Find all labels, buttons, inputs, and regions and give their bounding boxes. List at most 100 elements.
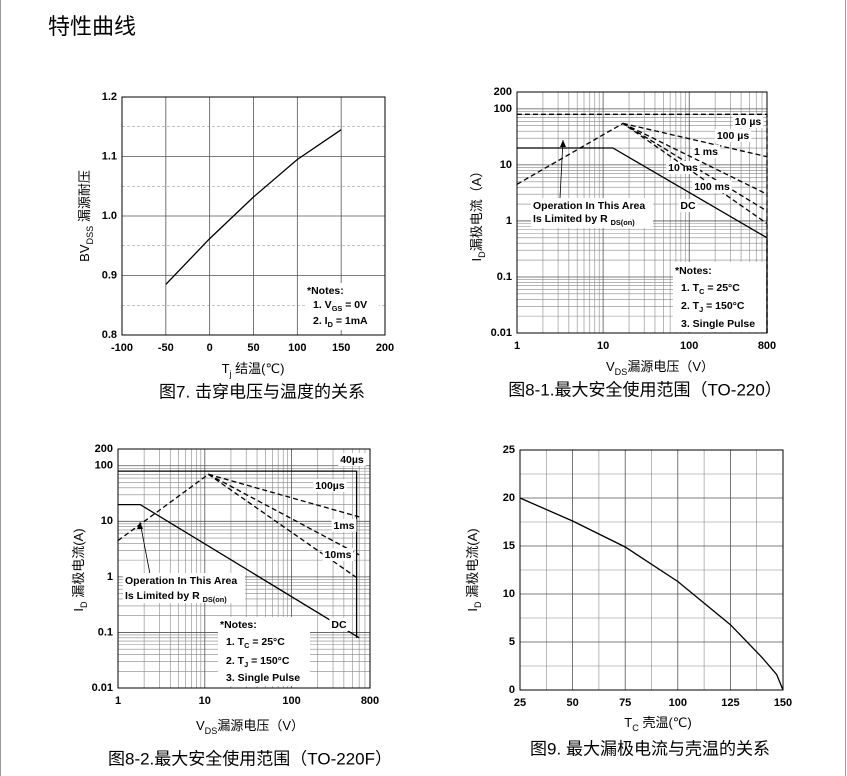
x-tick-label: -50 <box>158 342 174 354</box>
data-line <box>117 473 360 580</box>
notes-box <box>673 262 766 332</box>
text-part: = 25°C <box>704 282 740 294</box>
plot-frame <box>121 96 386 336</box>
data-line <box>165 129 342 285</box>
note-line: 2. TJ = 150°C <box>681 300 745 315</box>
data-line <box>519 497 784 691</box>
notes-box <box>218 617 310 686</box>
x-tick-label: 75 <box>619 697 631 709</box>
text-part: C <box>632 723 639 733</box>
data-line <box>208 473 360 556</box>
text-part: J <box>244 660 248 669</box>
text-part: 2. T <box>681 300 700 312</box>
y-tick-label: 1.0 <box>102 210 117 222</box>
plot-frame <box>117 448 371 689</box>
y-tick-label: 100 <box>95 460 113 472</box>
series-label: DC <box>680 200 696 212</box>
y-tick-label: 0.01 <box>491 327 512 339</box>
text-part: T <box>624 715 632 730</box>
x-tick-label: 50 <box>247 342 259 354</box>
text-part: J <box>699 305 703 314</box>
text-part: 漏源耐压 <box>77 170 92 226</box>
text-part: 1. V <box>313 299 332 311</box>
text-part: C <box>244 641 250 650</box>
text-part: 结温(℃) <box>232 361 285 376</box>
x-tick-label: 100 <box>669 697 687 709</box>
note-line: 1. VGS = 0V <box>313 299 367 314</box>
text-part: 2. I <box>313 315 328 327</box>
annotation-bg <box>531 198 653 228</box>
text-part: = 1mA <box>333 315 368 327</box>
y-tick-label: 0.1 <box>497 271 512 283</box>
text-part: = 150°C <box>703 300 745 312</box>
figure-caption: 图9. 最大漏极电流与壳温的关系 <box>530 739 770 758</box>
label-bg <box>732 115 764 128</box>
note-line: 3. Single Pulse <box>681 318 755 330</box>
y-tick-label: 1.1 <box>102 150 117 162</box>
y-tick-label: 0.01 <box>92 682 113 694</box>
text-part: GS <box>332 304 343 313</box>
text-part: 2. T <box>226 655 245 667</box>
label-bg <box>331 519 357 532</box>
data-line <box>517 147 768 333</box>
y-tick-label: 1.2 <box>102 91 117 103</box>
series-label: 100µs <box>315 480 345 492</box>
y-tick-label: 1 <box>107 571 113 583</box>
x-axis-label: VDS漏源电压（V） <box>606 359 714 377</box>
note-line: 3. Single Pulse <box>226 672 300 684</box>
y-tick-label: 0.8 <box>102 329 117 341</box>
label-bg <box>313 479 347 492</box>
annotation-bg <box>123 573 245 603</box>
x-tick-label: 100 <box>288 342 306 354</box>
text-part: DS <box>615 367 628 377</box>
y-axis-label: ID 漏极电流(A) <box>465 528 483 611</box>
label-bg <box>322 548 354 561</box>
y-axis-label: BVDSS 漏源耐压 <box>77 170 95 262</box>
label-bg <box>338 453 366 466</box>
x-tick-label: 150 <box>332 342 350 354</box>
annotation-arrow <box>139 521 151 575</box>
text-part: 漏极电流(A) <box>71 528 86 601</box>
text-part: 漏极电流（A） <box>469 165 484 252</box>
x-tick-label: 100 <box>680 340 698 352</box>
y-axis-label: ID 漏极电流(A) <box>71 528 89 611</box>
arrow-head <box>137 522 143 529</box>
x-tick-label: 150 <box>774 697 792 709</box>
note-line: 1. TC = 25°C <box>681 282 740 297</box>
annotation-text: Operation In This Area <box>533 200 645 212</box>
x-tick-label: 800 <box>361 695 379 707</box>
label-bg <box>678 199 698 212</box>
y-tick-label: 100 <box>494 103 512 115</box>
text-part: I <box>71 608 86 612</box>
y-tick-label: 10 <box>101 515 113 527</box>
x-tick-label: 25 <box>514 697 526 709</box>
series-label: DC <box>331 619 347 631</box>
figure-caption: 图8-1.最大安全使用范围（TO-220） <box>508 379 782 399</box>
text-part: DS(on) <box>203 595 228 604</box>
text-part: I <box>465 608 480 612</box>
data-line <box>118 503 360 639</box>
text-part: DSS <box>85 226 95 245</box>
annotation-arrow <box>559 139 564 199</box>
text-part: V <box>196 718 205 733</box>
text-part: = 150°C <box>248 655 290 667</box>
label-bg <box>692 180 732 193</box>
text-part: j <box>229 369 232 379</box>
text-part: I <box>469 258 484 262</box>
text-part: Is Limited by R <box>533 213 611 225</box>
arrow-head <box>560 140 566 147</box>
annotation-text: Operation In This Area <box>125 575 237 587</box>
data-line <box>118 470 358 638</box>
data-line <box>622 122 768 158</box>
x-tick-label: 10 <box>199 695 211 707</box>
text-part: 1. T <box>226 636 245 648</box>
x-tick-label: 200 <box>376 342 394 354</box>
text-part: 漏源电压（V） <box>217 718 304 733</box>
text-part: C <box>699 287 705 296</box>
text-part: DS(on) <box>611 218 636 227</box>
series-label: 10ms <box>325 549 352 561</box>
data-line <box>622 122 768 195</box>
x-tick-label: 1 <box>115 695 121 707</box>
x-tick-label: -100 <box>111 342 133 354</box>
figure-caption: 图8-2.最大安全使用范围（TO-220F） <box>108 748 392 768</box>
